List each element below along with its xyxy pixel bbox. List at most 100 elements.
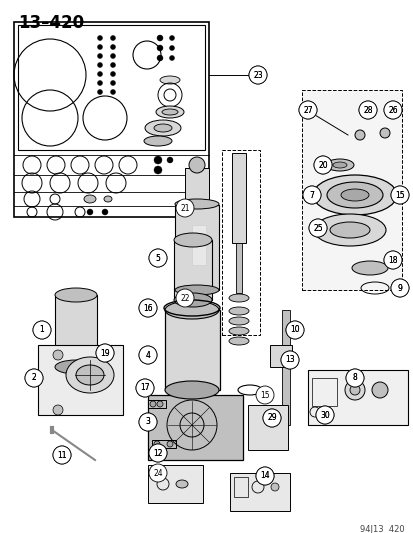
Circle shape	[358, 101, 376, 119]
Circle shape	[345, 369, 363, 387]
Text: 15: 15	[394, 190, 404, 199]
Circle shape	[139, 413, 157, 431]
Text: 8: 8	[352, 374, 356, 383]
Bar	[147, 400, 166, 408]
Circle shape	[166, 157, 173, 163]
Ellipse shape	[228, 317, 248, 325]
Ellipse shape	[228, 337, 248, 345]
Circle shape	[157, 401, 163, 407]
Circle shape	[110, 62, 115, 68]
Text: 26: 26	[387, 106, 397, 115]
Text: 14: 14	[259, 472, 269, 481]
Text: 13: 13	[285, 356, 294, 365]
Text: 12: 12	[153, 448, 162, 457]
Circle shape	[166, 441, 173, 447]
Text: 5: 5	[155, 254, 160, 262]
Text: 15: 15	[394, 190, 404, 199]
Text: 13: 13	[285, 356, 294, 365]
Bar	[38, 345, 123, 415]
Text: 29: 29	[266, 414, 276, 423]
Text: 23: 23	[253, 70, 262, 79]
Ellipse shape	[165, 301, 218, 319]
Text: 29: 29	[266, 414, 276, 423]
Circle shape	[139, 299, 157, 317]
Ellipse shape	[351, 261, 387, 275]
Text: 25: 25	[312, 223, 322, 232]
Ellipse shape	[156, 106, 183, 118]
Bar	[173, 240, 211, 300]
Circle shape	[53, 350, 63, 360]
Circle shape	[154, 156, 161, 164]
Circle shape	[53, 446, 71, 464]
Bar	[233, 477, 247, 497]
Ellipse shape	[159, 76, 180, 84]
Text: 3: 3	[145, 417, 150, 426]
Circle shape	[248, 66, 266, 84]
Text: 30: 30	[319, 410, 329, 419]
Circle shape	[96, 344, 114, 362]
Bar	[165, 310, 219, 390]
Circle shape	[102, 209, 108, 215]
Bar	[231, 153, 245, 243]
Ellipse shape	[329, 222, 369, 238]
Text: 21: 21	[180, 204, 189, 213]
Ellipse shape	[175, 285, 218, 295]
Bar	[175, 205, 218, 290]
Text: 10: 10	[290, 326, 299, 335]
Circle shape	[315, 406, 333, 424]
Text: 22: 22	[180, 294, 189, 303]
Text: 9: 9	[396, 284, 401, 293]
Bar	[14, 22, 209, 217]
Text: 20: 20	[318, 160, 327, 169]
Bar	[18, 25, 204, 150]
Circle shape	[154, 166, 161, 174]
Ellipse shape	[104, 196, 112, 202]
Bar	[311, 378, 336, 406]
Ellipse shape	[144, 136, 171, 146]
Circle shape	[25, 369, 43, 387]
Circle shape	[345, 369, 363, 387]
Circle shape	[262, 409, 280, 427]
Text: 25: 25	[312, 223, 322, 232]
Circle shape	[176, 199, 194, 217]
Text: 8: 8	[352, 374, 356, 383]
Circle shape	[149, 249, 166, 267]
Circle shape	[97, 71, 102, 77]
Circle shape	[110, 44, 115, 50]
Circle shape	[97, 62, 102, 68]
Bar	[301, 90, 401, 290]
Circle shape	[149, 444, 166, 462]
Text: 12: 12	[153, 448, 162, 457]
Circle shape	[358, 101, 376, 119]
Bar	[185, 168, 209, 208]
Text: 5: 5	[155, 254, 160, 262]
Ellipse shape	[228, 294, 248, 302]
Text: 1: 1	[40, 326, 44, 335]
Circle shape	[298, 101, 316, 119]
Circle shape	[383, 251, 401, 269]
Ellipse shape	[145, 120, 180, 136]
Circle shape	[97, 44, 102, 50]
Circle shape	[255, 467, 273, 485]
Circle shape	[53, 405, 63, 415]
Ellipse shape	[66, 357, 114, 393]
Text: 26: 26	[387, 106, 397, 115]
Circle shape	[280, 351, 298, 369]
Circle shape	[302, 186, 320, 204]
Ellipse shape	[228, 307, 248, 315]
Text: 7: 7	[309, 190, 314, 199]
Circle shape	[97, 53, 102, 59]
Circle shape	[169, 45, 174, 51]
Ellipse shape	[173, 293, 211, 307]
Circle shape	[110, 53, 115, 59]
Circle shape	[255, 467, 273, 485]
Circle shape	[154, 441, 159, 447]
Circle shape	[248, 66, 266, 84]
Text: 27: 27	[302, 106, 312, 115]
Circle shape	[136, 379, 154, 397]
Circle shape	[383, 101, 401, 119]
Circle shape	[349, 385, 359, 395]
Text: 24: 24	[153, 469, 162, 478]
Ellipse shape	[76, 365, 104, 385]
Circle shape	[157, 35, 163, 41]
